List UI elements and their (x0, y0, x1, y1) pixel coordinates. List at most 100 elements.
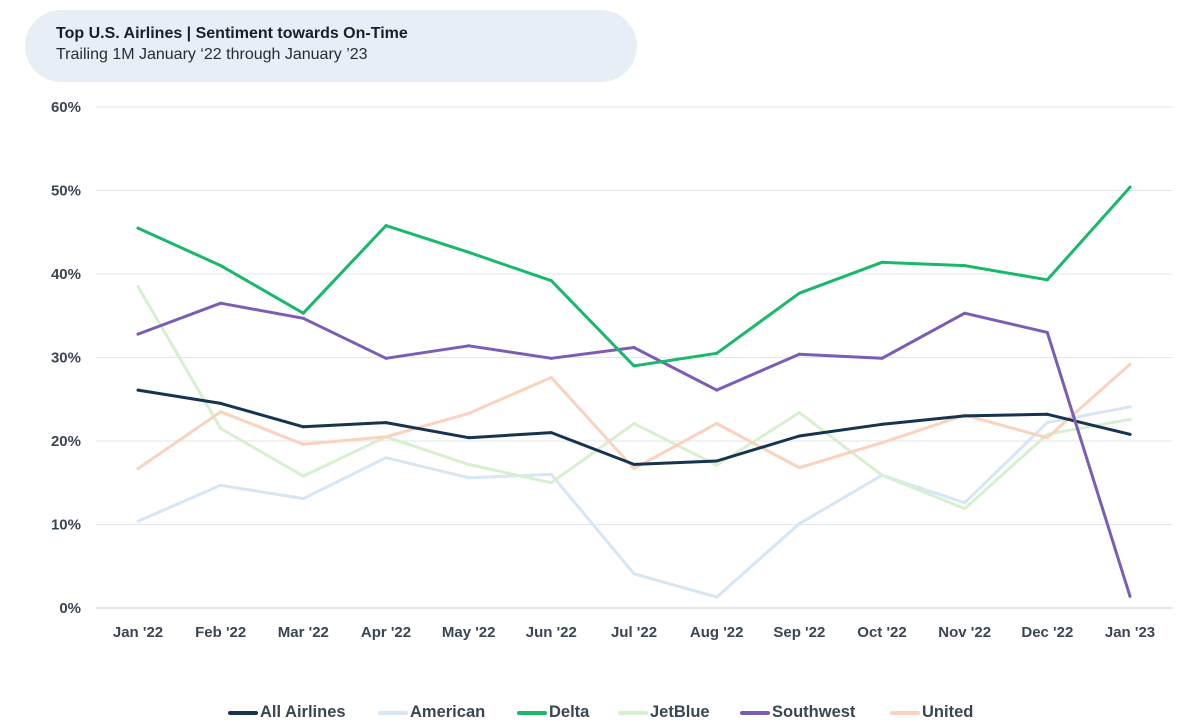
legend-label: All Airlines (260, 703, 346, 721)
y-axis-ticks: 0% 10% 20% 30% 40% 50% 60% (51, 99, 81, 617)
legend-label: United (922, 703, 974, 721)
data-point-southwest (384, 356, 388, 360)
legend-swatch (618, 710, 648, 715)
data-point-american (963, 501, 967, 505)
series-southwest (136, 301, 1132, 598)
legend-swatch (517, 710, 547, 715)
data-point-united (1045, 436, 1049, 440)
data-point-all-airlines (880, 422, 884, 426)
data-point-delta (1045, 278, 1049, 282)
data-point-delta (880, 260, 884, 264)
legend-swatch (228, 710, 258, 715)
legend-item-southwest: Southwest (740, 703, 855, 722)
legend-label: Southwest (772, 703, 856, 721)
data-point-all-airlines (963, 414, 967, 418)
data-point-southwest (797, 352, 801, 356)
data-point-american (715, 595, 719, 599)
data-point-all-airlines (715, 459, 719, 463)
data-point-all-airlines (136, 388, 140, 392)
data-point-jetblue (963, 507, 967, 511)
data-point-all-airlines (467, 436, 471, 440)
line-chart: 0% 10% 20% 30% 40% 50% 60% Jan '22 Feb '22 Mar '… (51, 99, 1172, 641)
data-point-all-airlines (301, 425, 305, 429)
series-delta (136, 185, 1132, 368)
legend-item-delta: Delta (517, 703, 589, 722)
data-point-all-airlines (1128, 432, 1132, 436)
data-point-delta (797, 291, 801, 295)
data-point-delta (632, 364, 636, 368)
data-point-united (880, 441, 884, 445)
legend-item-jetblue: JetBlue (618, 703, 710, 722)
data-point-american (1045, 421, 1049, 425)
legend-swatch (378, 710, 408, 715)
data-point-southwest (715, 388, 719, 392)
data-point-southwest (632, 345, 636, 349)
series-line-jetblue (136, 285, 1132, 511)
data-point-jetblue (136, 285, 140, 289)
y-tick-label: 60% (51, 99, 81, 116)
data-point-delta (467, 250, 471, 254)
data-point-american (136, 519, 140, 523)
y-tick-label: 50% (51, 183, 81, 200)
data-point-jetblue (219, 426, 223, 430)
data-point-southwest (219, 301, 223, 305)
x-tick-label: May '22 (442, 624, 496, 641)
data-point-delta (384, 224, 388, 228)
y-tick-label: 40% (51, 266, 81, 283)
gridlines (96, 106, 1172, 609)
x-tick-label: Mar '22 (278, 624, 329, 641)
data-point-delta (715, 351, 719, 355)
data-point-jetblue (1128, 417, 1132, 421)
x-tick-label: Sep '22 (773, 624, 825, 641)
data-point-united (467, 411, 471, 415)
y-tick-label: 30% (51, 350, 81, 367)
legend-swatch (740, 710, 770, 715)
x-tick-label: Oct '22 (857, 624, 906, 641)
x-tick-label: Jun '22 (526, 624, 577, 641)
data-point-united (549, 376, 553, 380)
data-point-american (797, 522, 801, 526)
data-point-jetblue (301, 474, 305, 478)
data-point-american (1128, 405, 1132, 409)
legend-item-united: United (890, 703, 973, 722)
legend-item-american: American (378, 703, 485, 722)
data-point-southwest (549, 356, 553, 360)
legend-label: JetBlue (650, 703, 710, 721)
legend-label: American (410, 703, 486, 721)
data-point-united (715, 421, 719, 425)
y-tick-label: 10% (51, 517, 81, 534)
data-point-jetblue (549, 481, 553, 485)
chart-subtitle: Trailing 1M January ‘22 through January … (56, 46, 368, 63)
x-tick-label: Feb '22 (195, 624, 246, 641)
data-point-southwest (301, 316, 305, 320)
legend-label: Delta (549, 703, 590, 721)
x-tick-label: Jan '23 (1105, 624, 1155, 641)
data-point-american (301, 497, 305, 501)
series-all-airlines (136, 388, 1132, 466)
legend: All Airlines American Delta JetBlue Southwes… (0, 703, 1200, 725)
data-point-all-airlines (384, 421, 388, 425)
series-line-american (136, 405, 1132, 599)
data-point-american (549, 472, 553, 476)
data-point-united (136, 467, 140, 471)
data-point-delta (136, 226, 140, 230)
data-point-jetblue (467, 462, 471, 466)
data-point-delta (1128, 185, 1132, 189)
series-lines (136, 185, 1132, 599)
y-tick-label: 0% (59, 600, 81, 617)
data-point-united (301, 442, 305, 446)
data-point-southwest (1128, 594, 1132, 598)
data-point-southwest (1045, 330, 1049, 334)
legend-item-all-airlines: All Airlines (228, 703, 346, 722)
data-point-american (467, 476, 471, 480)
series-line-all-airlines (136, 388, 1132, 466)
title-panel (25, 10, 637, 82)
data-point-american (384, 456, 388, 460)
data-point-united (1128, 362, 1132, 366)
data-point-american (219, 483, 223, 487)
data-point-southwest (963, 311, 967, 315)
x-tick-label: Apr '22 (361, 624, 411, 641)
data-point-delta (963, 264, 967, 268)
data-point-united (797, 466, 801, 470)
data-point-southwest (136, 332, 140, 336)
